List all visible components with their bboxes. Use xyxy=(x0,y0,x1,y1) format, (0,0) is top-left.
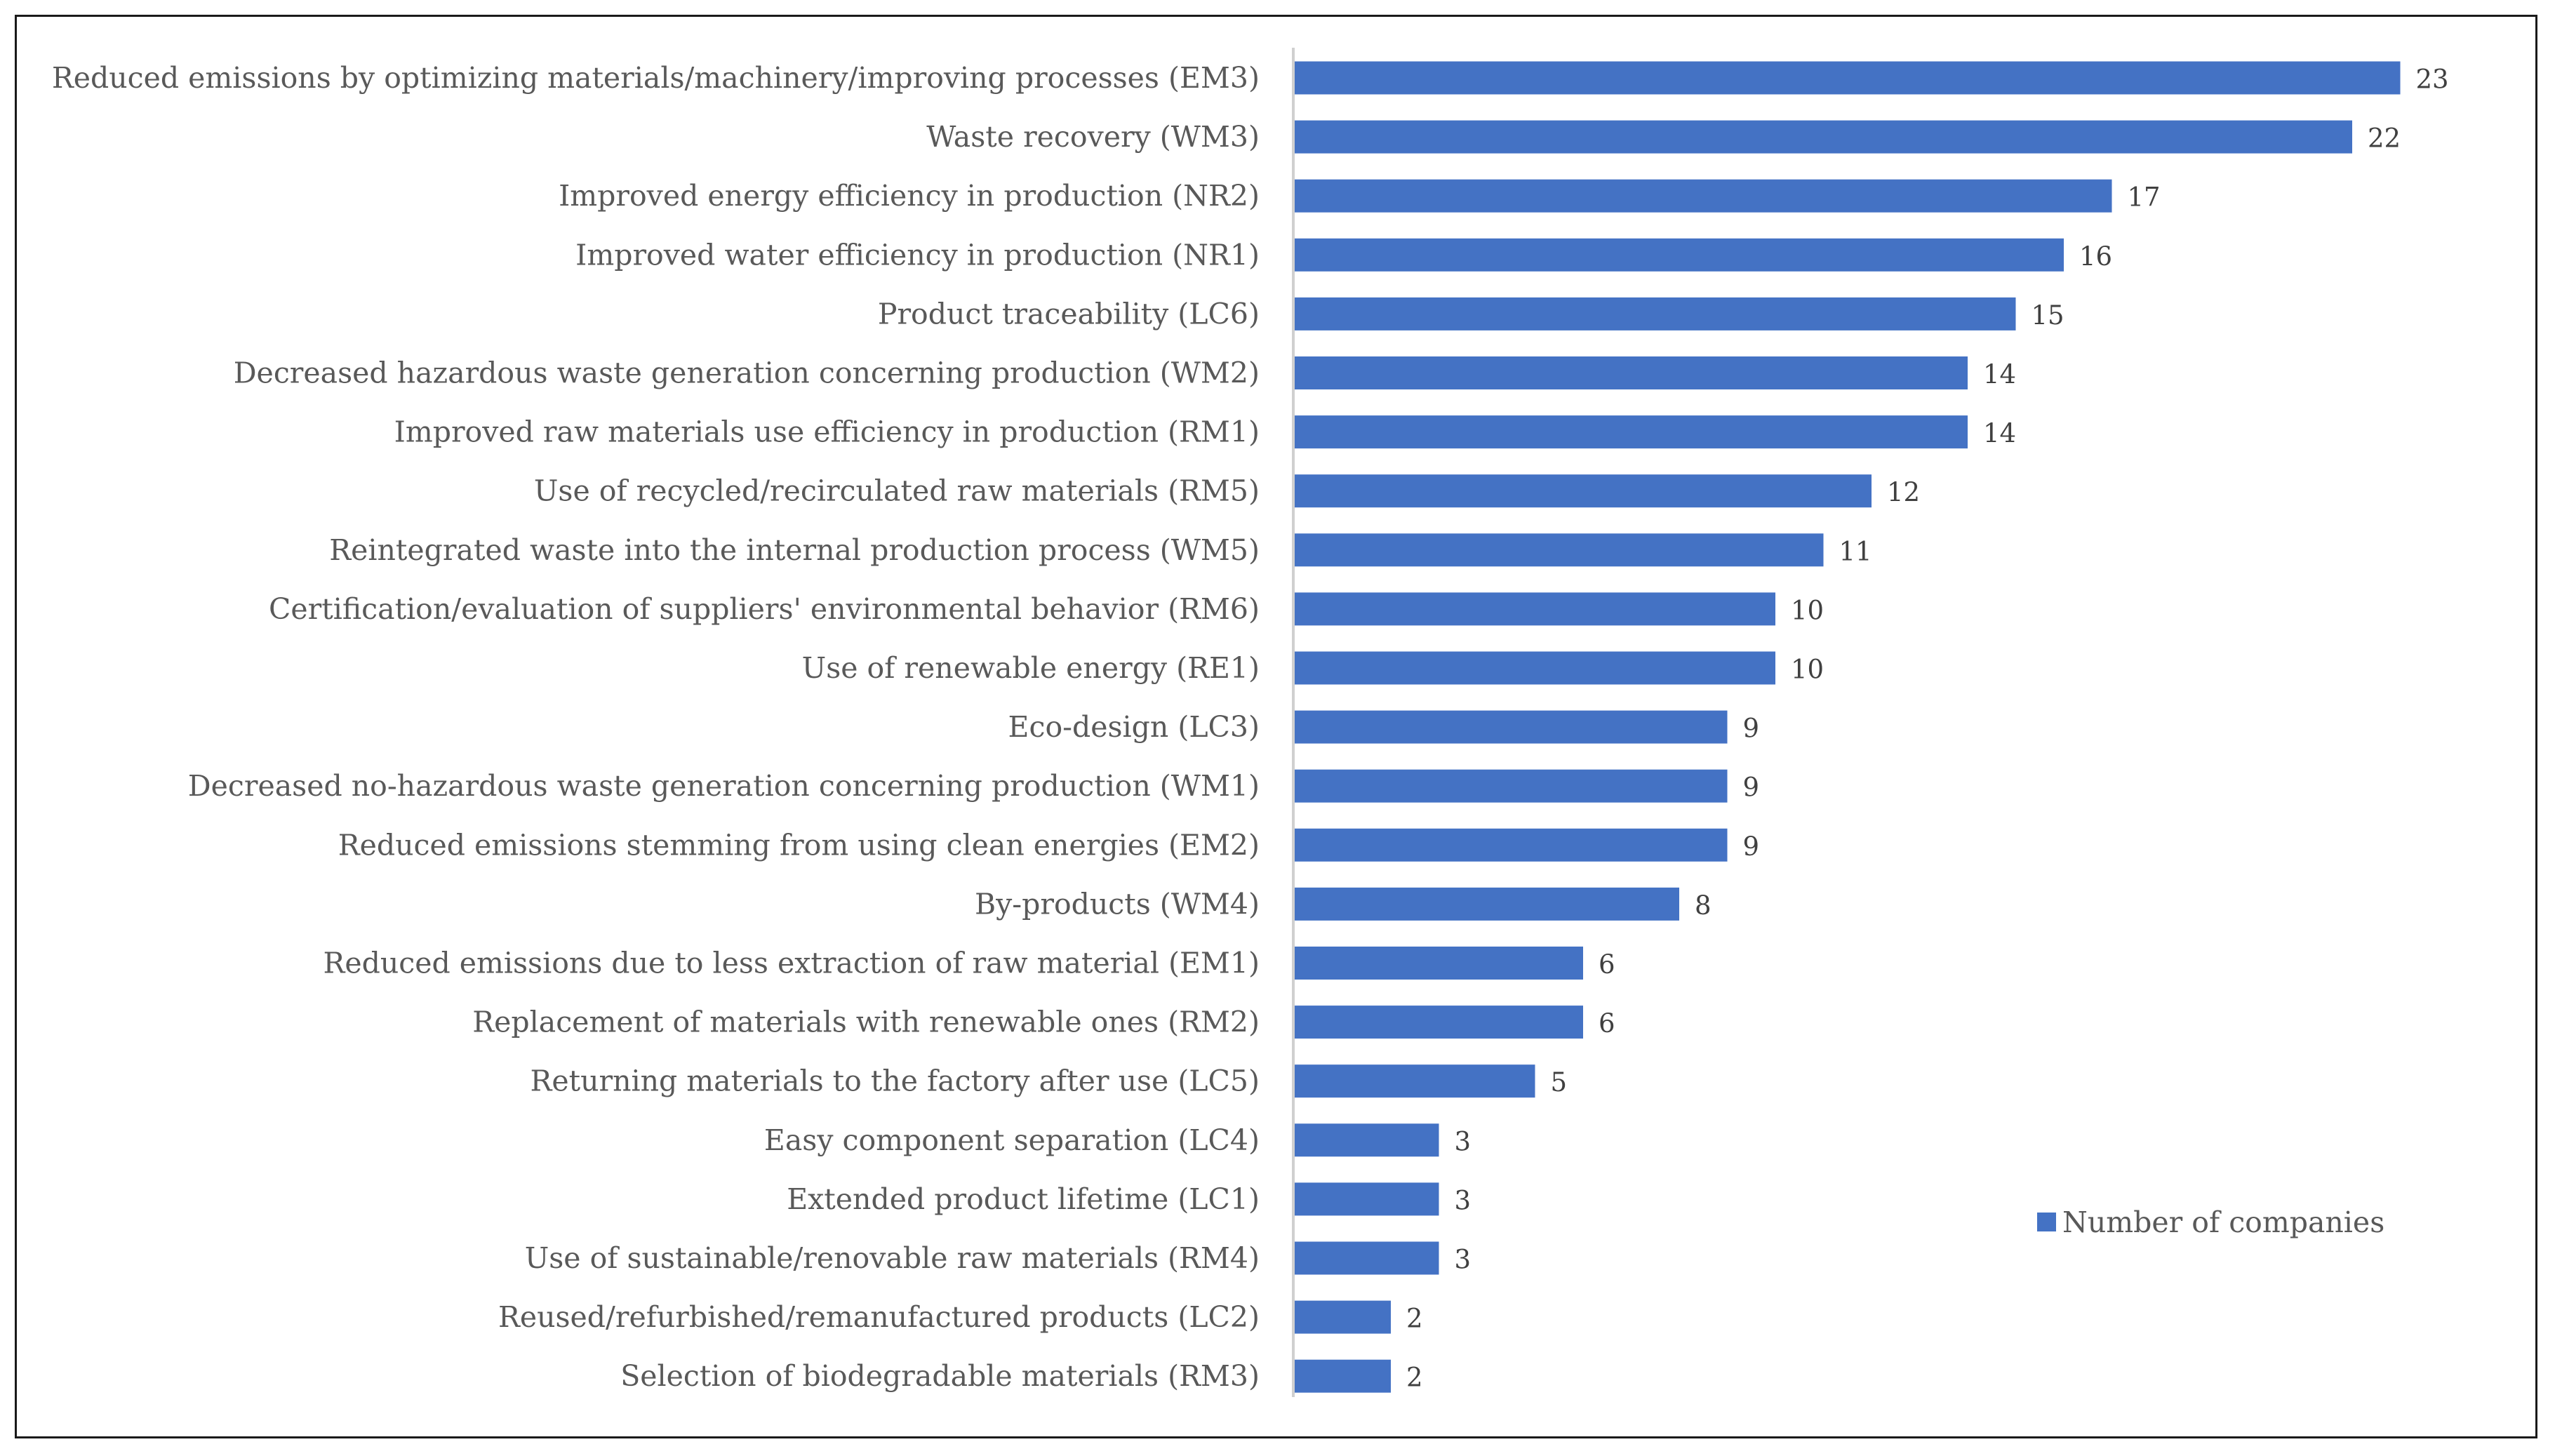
bar xyxy=(1295,415,1968,449)
data-label: 3 xyxy=(1455,1126,1472,1156)
data-label: 10 xyxy=(1791,595,1824,625)
data-label: 11 xyxy=(1839,536,1872,566)
category-tick-label: Use of sustainable/renovable raw materia… xyxy=(525,1241,1260,1275)
bar xyxy=(1295,1241,1439,1275)
category-tick-label: Easy component separation (LC4) xyxy=(764,1123,1260,1157)
bar xyxy=(1295,710,1728,744)
data-label: 3 xyxy=(1455,1185,1472,1215)
bar xyxy=(1295,592,1775,626)
category-tick-label: Returning materials to the factory after… xyxy=(530,1064,1260,1098)
data-label: 5 xyxy=(1551,1067,1568,1097)
bar xyxy=(1295,1182,1439,1216)
bar xyxy=(1295,651,1775,685)
category-tick-label: Eco-design (LC3) xyxy=(1008,710,1260,744)
bars-layer xyxy=(1295,61,2401,1393)
category-tick-label: Product traceability (LC6) xyxy=(878,297,1260,330)
data-label: 9 xyxy=(1743,773,1760,803)
data-label: 9 xyxy=(1743,831,1760,862)
category-tick-label: Replacement of materials with renewable … xyxy=(472,1006,1260,1039)
data-label: 16 xyxy=(2079,241,2112,272)
category-tick-label: Extended product lifetime (LC1) xyxy=(787,1182,1260,1216)
category-tick-label: Reduced emissions due to less extraction… xyxy=(323,947,1260,980)
labels-layer: Reduced emissions by optimizing material… xyxy=(52,61,2449,1393)
bar xyxy=(1295,947,1583,980)
bar xyxy=(1295,474,1872,508)
category-tick-label: Improved raw materials use efficiency in… xyxy=(394,415,1260,449)
category-tick-label: Waste recovery (WM3) xyxy=(926,120,1260,154)
category-tick-label: Decreased no-hazardous waste generation … xyxy=(188,769,1260,803)
data-label: 15 xyxy=(2032,300,2064,330)
bar xyxy=(1295,533,1824,567)
data-label: 6 xyxy=(1599,949,1615,980)
category-tick-label: Use of renewable energy (RE1) xyxy=(802,651,1260,685)
bar-chart: Reduced emissions by optimizing material… xyxy=(52,48,2449,1397)
data-label: 2 xyxy=(1406,1363,1423,1393)
data-label: 2 xyxy=(1406,1304,1423,1334)
bar xyxy=(1295,61,2401,95)
bar xyxy=(1295,120,2352,154)
category-tick-label: Certification/evaluation of suppliers' e… xyxy=(269,592,1260,626)
category-tick-label: Reused/refurbished/remanufactured produc… xyxy=(498,1300,1260,1334)
category-tick-label: By-products (WM4) xyxy=(975,887,1260,921)
data-label: 6 xyxy=(1599,1008,1615,1038)
bar xyxy=(1295,1359,1391,1393)
data-label: 14 xyxy=(1983,359,2016,389)
category-tick-label: Reduced emissions stemming from using cl… xyxy=(338,828,1260,862)
category-tick-label: Improved water efficiency in production … xyxy=(575,238,1260,272)
legend-label: Number of companies xyxy=(2062,1205,2384,1239)
bar xyxy=(1295,828,1728,862)
chart-frame: Reduced emissions by optimizing material… xyxy=(15,15,2537,1438)
category-tick-label: Improved energy efficiency in production… xyxy=(559,179,1260,213)
data-label: 17 xyxy=(2128,182,2161,213)
category-tick-label: Use of recycled/recirculated raw materia… xyxy=(534,474,1260,508)
data-label: 8 xyxy=(1695,890,1712,921)
legend: Number of companies xyxy=(2037,1205,2384,1239)
bar xyxy=(1295,1123,1439,1157)
bar xyxy=(1295,769,1728,803)
bar xyxy=(1295,887,1679,921)
category-tick-label: Reduced emissions by optimizing material… xyxy=(52,61,1260,95)
bar xyxy=(1295,1006,1583,1039)
data-label: 23 xyxy=(2416,65,2449,95)
data-label: 3 xyxy=(1455,1245,1472,1275)
category-tick-label: Selection of biodegradable materials (RM… xyxy=(620,1359,1260,1393)
bar xyxy=(1295,238,2064,272)
category-tick-label: Reintegrated waste into the internal pro… xyxy=(329,533,1260,567)
data-label: 22 xyxy=(2368,123,2401,154)
bar xyxy=(1295,1300,1391,1334)
bar xyxy=(1295,356,1968,389)
bar xyxy=(1295,297,2016,330)
data-label: 12 xyxy=(1887,477,1920,507)
data-label: 9 xyxy=(1743,714,1760,744)
legend-swatch xyxy=(2037,1213,2056,1231)
data-label: 14 xyxy=(1983,418,2016,448)
bar xyxy=(1295,1064,1535,1098)
data-label: 10 xyxy=(1791,655,1824,685)
bar xyxy=(1295,179,2112,213)
category-tick-label: Decreased hazardous waste generation con… xyxy=(234,356,1260,390)
